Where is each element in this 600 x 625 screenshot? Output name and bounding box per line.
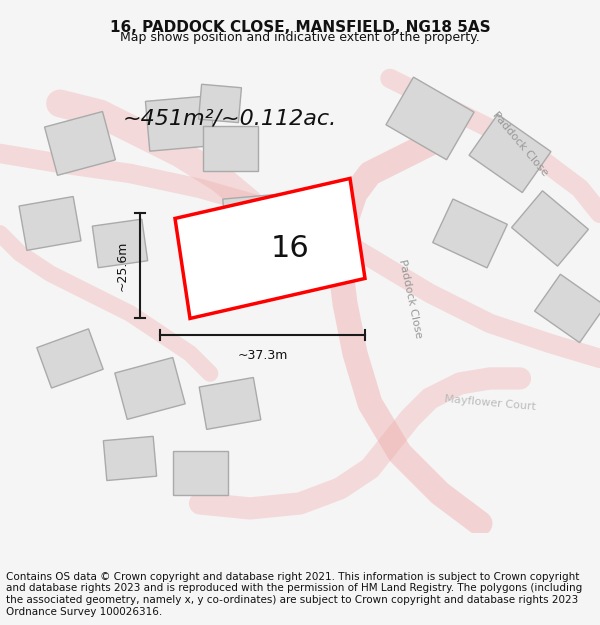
Polygon shape	[535, 274, 600, 342]
Polygon shape	[469, 114, 551, 192]
Polygon shape	[37, 329, 103, 388]
Polygon shape	[386, 77, 474, 160]
Text: ~451m²/~0.112ac.: ~451m²/~0.112ac.	[123, 109, 337, 129]
Polygon shape	[145, 96, 215, 151]
Text: Paddock Close: Paddock Close	[490, 109, 550, 178]
Polygon shape	[103, 436, 157, 481]
Text: Contains OS data © Crown copyright and database right 2021. This information is : Contains OS data © Crown copyright and d…	[6, 572, 582, 617]
Polygon shape	[19, 196, 81, 251]
Polygon shape	[203, 126, 257, 171]
Polygon shape	[512, 191, 589, 266]
Text: ~37.3m: ~37.3m	[238, 349, 287, 362]
Polygon shape	[223, 193, 297, 254]
Text: 16: 16	[271, 234, 310, 263]
Text: Paddock Close: Paddock Close	[397, 258, 423, 339]
Text: ~25.6m: ~25.6m	[115, 241, 128, 291]
Polygon shape	[115, 357, 185, 419]
Text: Mayflower Court: Mayflower Court	[444, 394, 536, 412]
Polygon shape	[92, 219, 148, 268]
Polygon shape	[173, 451, 227, 496]
Polygon shape	[199, 378, 261, 429]
Polygon shape	[44, 111, 115, 176]
Polygon shape	[274, 223, 346, 284]
Polygon shape	[433, 199, 508, 268]
Polygon shape	[175, 179, 365, 318]
Text: Map shows position and indicative extent of the property.: Map shows position and indicative extent…	[120, 31, 480, 44]
Text: 16, PADDOCK CLOSE, MANSFIELD, NG18 5AS: 16, PADDOCK CLOSE, MANSFIELD, NG18 5AS	[110, 20, 490, 35]
Polygon shape	[199, 84, 241, 122]
